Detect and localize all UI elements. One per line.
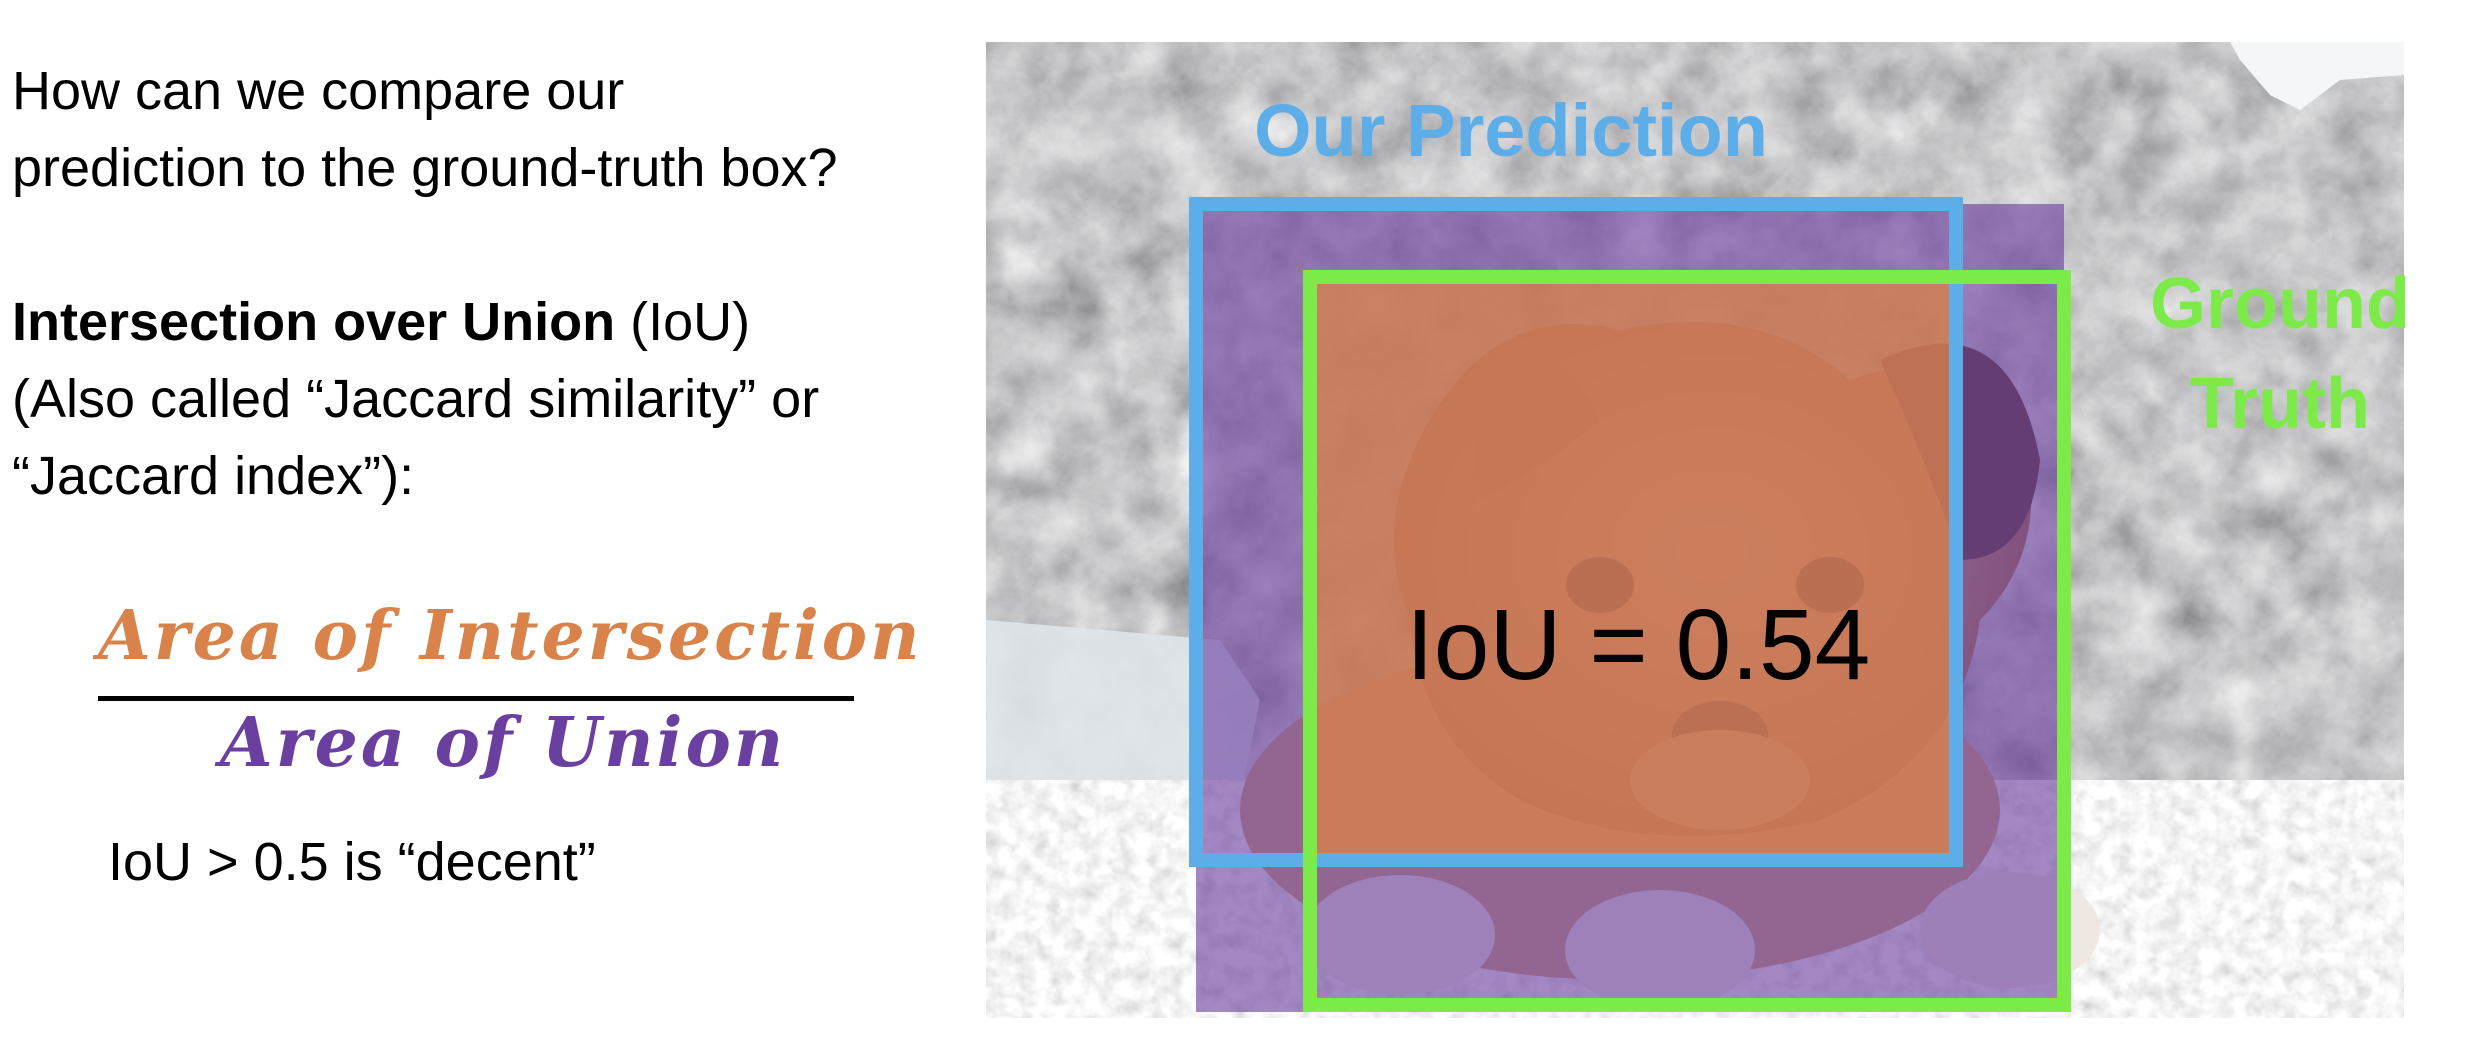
photo-background	[986, 42, 2404, 1018]
threshold-note: IoU > 0.5 is “decent”	[108, 832, 596, 892]
prediction-label: Our Prediction	[1254, 89, 1768, 172]
question-line-1: How can we compare our	[12, 61, 625, 121]
aka-line-2: “Jaccard index”):	[12, 446, 415, 506]
iou-value: IoU = 0.54	[1406, 589, 1871, 701]
fraction-bar	[98, 696, 854, 701]
fraction-denominator: Area of Union	[220, 703, 787, 783]
intersection-overlay	[1310, 277, 1960, 858]
prediction-box	[1189, 197, 1963, 867]
aka-line-1: (Also called “Jaccard similarity” or	[12, 369, 820, 429]
question-line-2: prediction to the ground-truth box?	[12, 138, 838, 198]
iou-term: Intersection over Union	[12, 292, 616, 352]
iou-abbreviation: (IoU)	[630, 292, 751, 352]
iou-heading: Intersection over Union (IoU)	[12, 284, 750, 361]
fraction-numerator: Area of Intersection	[98, 596, 923, 676]
ground-truth-label: Ground Truth	[2150, 264, 2410, 444]
ground-truth-box	[1303, 270, 2071, 1012]
